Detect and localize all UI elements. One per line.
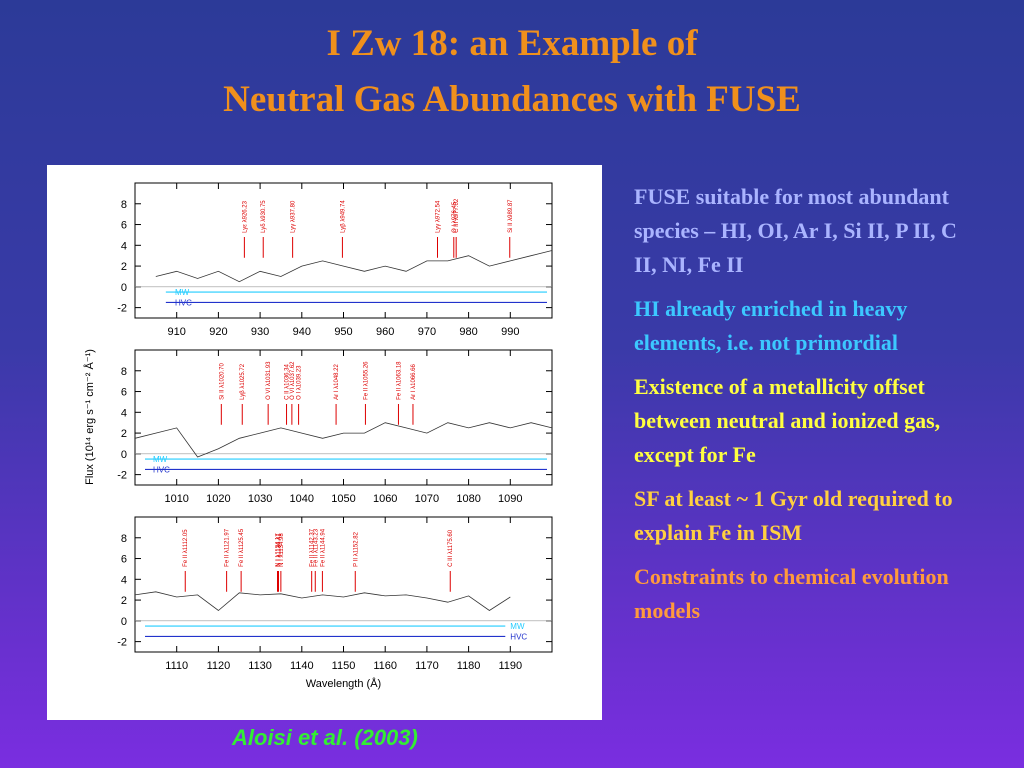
line-id-label: Lyβ λ949.74 xyxy=(340,200,346,233)
x-tick-label: 1040 xyxy=(290,493,314,505)
y-tick-label: 2 xyxy=(121,595,127,607)
line-id-label: N I λ1134.17 xyxy=(275,533,281,567)
legend-label: HVC xyxy=(510,632,527,641)
line-id-label: P II λ1152.82 xyxy=(353,531,359,566)
bullet-list: FUSE suitable for most abundant species … xyxy=(634,180,984,638)
legend-label: MW xyxy=(510,622,525,631)
bullet: HI already enriched in heavy elements, i… xyxy=(634,296,908,355)
line-id-label: C III λ977.02 xyxy=(454,198,460,233)
x-axis-label: Wavelength (Å) xyxy=(306,677,381,690)
x-tick-label: 1190 xyxy=(498,660,522,672)
x-tick-label: 1030 xyxy=(248,493,272,505)
line-id-label: Ar I λ1048.22 xyxy=(334,363,340,399)
y-tick-label: -2 xyxy=(117,470,127,482)
line-id-label: O I λ976.45 xyxy=(452,201,458,233)
y-tick-label: -2 xyxy=(117,303,127,315)
line-id-label: Fe II λ1125.45 xyxy=(239,528,245,567)
x-tick-label: 1020 xyxy=(206,493,230,505)
line-id-label: Fe II λ1142.37 xyxy=(310,528,316,567)
line-id-label: N I λ1134.98 xyxy=(279,533,285,567)
spectrum-line xyxy=(155,250,553,283)
y-tick-label: 2 xyxy=(121,428,127,440)
line-id-label: Ar I λ1066.66 xyxy=(411,363,417,399)
y-tick-label: 8 xyxy=(121,366,127,378)
line-id-label: Lyγ λ972.54 xyxy=(435,200,441,233)
y-tick-label: 6 xyxy=(121,387,127,399)
legend-label: MW xyxy=(153,455,168,464)
y-tick-label: 0 xyxy=(121,282,127,294)
line-id-label: C III λ1175.60 xyxy=(448,529,454,567)
line-id-label: Fe II λ1055.26 xyxy=(363,361,369,400)
x-tick-label: 1090 xyxy=(498,493,522,505)
x-tick-label: 1010 xyxy=(164,493,188,505)
bullet: FUSE suitable for most abundant species … xyxy=(634,184,957,277)
y-tick-label: 0 xyxy=(121,616,127,628)
line-id-label: Fe II λ1112.05 xyxy=(183,529,189,567)
line-id-label: Lyβ λ1025.72 xyxy=(240,363,246,400)
y-tick-label: 4 xyxy=(121,240,127,252)
bullet: Existence of a metallicity offset betwee… xyxy=(634,374,941,467)
y-tick-label: 6 xyxy=(121,554,127,566)
line-id-label: C II λ1036.34 xyxy=(285,363,291,399)
x-tick-label: 1070 xyxy=(415,493,439,505)
line-id-label: Si II λ1020.70 xyxy=(219,362,225,399)
line-id-label: Lyγ λ937.80 xyxy=(291,200,297,233)
x-tick-label: 930 xyxy=(251,326,269,338)
figure: -2 0 2 4 6 8 910 920 930 940 950 960 970 980 990 MW HVC L… xyxy=(47,165,602,720)
title-line: I Zw 18: an Example of xyxy=(326,23,698,64)
x-tick-label: 1150 xyxy=(332,660,356,672)
legend-label: MW xyxy=(175,288,190,297)
x-tick-label: 1130 xyxy=(248,660,272,672)
x-tick-label: 990 xyxy=(501,326,519,338)
x-tick-label: 980 xyxy=(459,326,477,338)
y-tick-label: 6 xyxy=(121,220,127,232)
x-tick-label: 950 xyxy=(334,326,352,338)
bullet: SF at least ~ 1 Gyr old required to expl… xyxy=(634,486,953,545)
y-tick-label: -2 xyxy=(117,637,127,649)
line-id-label: Fe II λ1143.23 xyxy=(313,528,319,567)
x-tick-label: 1120 xyxy=(207,660,231,672)
x-tick-label: 1180 xyxy=(457,660,481,672)
line-id-label: O I λ1039.23 xyxy=(297,365,303,400)
line-id-label: Fe II λ1121.97 xyxy=(225,528,231,567)
y-tick-label: 4 xyxy=(121,574,127,586)
line-id-label: O VI λ1031.93 xyxy=(266,361,272,400)
line-id-label: Lyε λ926.23 xyxy=(242,200,248,232)
line-id-label: Si II λ989.87 xyxy=(508,199,514,233)
legend-label: HVC xyxy=(175,298,192,307)
y-tick-label: 8 xyxy=(121,533,127,545)
x-tick-label: 1170 xyxy=(415,660,439,672)
x-tick-label: 1080 xyxy=(456,493,480,505)
line-id-label: Lyδ λ930.75 xyxy=(261,200,267,233)
line-id-label: N I λ1134.41 xyxy=(276,533,282,567)
line-id-label: Fe II λ1063.18 xyxy=(396,361,402,400)
citation: Aloisi et al. (2003) xyxy=(232,725,418,750)
line-id-label: Fe II λ1144.94 xyxy=(320,528,326,567)
x-tick-label: 1050 xyxy=(331,493,355,505)
plot-frame xyxy=(134,516,553,653)
x-tick-label: 1060 xyxy=(373,493,397,505)
x-tick-label: 970 xyxy=(418,326,436,338)
title-line: Neutral Gas Abundances with FUSE xyxy=(223,79,801,120)
x-tick-label: 1110 xyxy=(165,660,188,672)
plot-frame xyxy=(134,349,553,486)
x-tick-label: 1140 xyxy=(290,660,314,672)
y-tick-label: 2 xyxy=(121,261,127,273)
x-tick-label: 920 xyxy=(209,326,227,338)
x-tick-label: 960 xyxy=(376,326,394,338)
y-tick-label: 8 xyxy=(121,199,127,211)
spectrum-line xyxy=(134,591,511,612)
x-tick-label: 940 xyxy=(293,326,311,338)
legend-label: HVC xyxy=(153,465,170,474)
bullet: Constraints to chemical evolution models xyxy=(634,564,949,623)
spectrum-line xyxy=(134,422,553,458)
y-tick-label: 4 xyxy=(121,407,127,419)
y-tick-label: 0 xyxy=(121,449,127,461)
x-tick-label: 1160 xyxy=(373,660,397,672)
y-axis-label: Flux (10¹⁴ erg s⁻¹ cm⁻² Å⁻¹) xyxy=(83,349,96,485)
line-id-label: O VI λ1037.62 xyxy=(290,361,296,400)
x-tick-label: 910 xyxy=(168,326,186,338)
